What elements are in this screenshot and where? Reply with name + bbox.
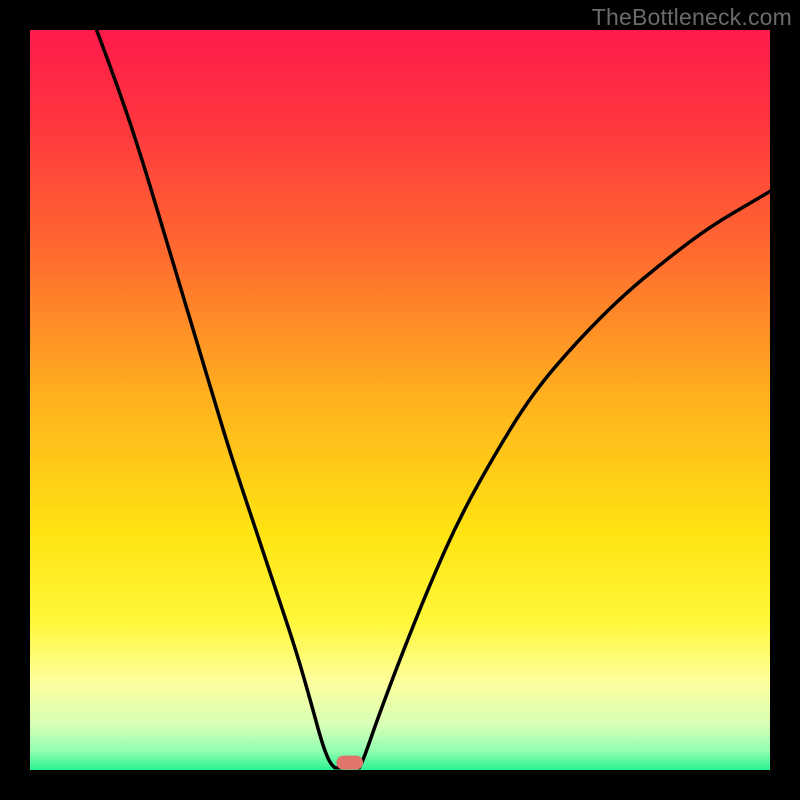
bottleneck-chart (0, 0, 800, 800)
chart-stage: TheBottleneck.com (0, 0, 800, 800)
optimal-marker (336, 756, 363, 770)
